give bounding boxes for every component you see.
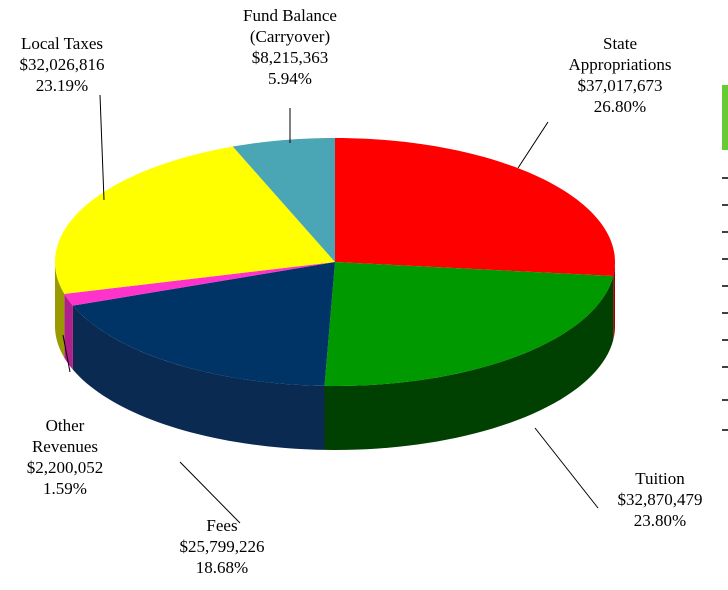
leader-line [99, 94, 105, 201]
slice-percent: 18.68% [195, 558, 249, 577]
leader-line [179, 461, 241, 524]
pie-slice [232, 138, 335, 262]
slice-percent: 23.80% [633, 511, 687, 530]
cropped-legend-dashes [722, 177, 728, 431]
slice-name: Tuition [635, 469, 685, 488]
slice-percent: 26.80% [593, 97, 647, 116]
slice-amount: $32,870,479 [617, 490, 703, 509]
pie-side [613, 262, 615, 340]
slice-label: Fees $25,799,226 18.68% [132, 515, 312, 578]
pie-side [64, 293, 73, 370]
slice-name: Fees [206, 516, 238, 535]
slice-amount: $32,026,816 [19, 55, 105, 74]
slice-label: Local Taxes $32,026,816 23.19% [0, 33, 152, 96]
slice-percent: 1.59% [43, 479, 87, 498]
pie-slice [55, 146, 336, 294]
slice-label: State Appropriations $37,017,673 26.80% [530, 33, 710, 117]
slice-label: Other Revenues $2,200,052 1.59% [0, 415, 155, 499]
slice-percent: 5.94% [268, 69, 312, 88]
slice-name: Fund Balance (Carryover) [243, 6, 337, 46]
pie-slice [64, 262, 335, 306]
leader-line [62, 334, 71, 373]
pie-slice [335, 138, 615, 276]
slice-name: Other Revenues [31, 416, 99, 456]
cropped-legend-swatch [722, 85, 728, 150]
pie-side [324, 275, 614, 450]
pie-slice [324, 262, 614, 386]
slice-amount: $8,215,363 [251, 48, 329, 67]
slice-amount: $25,799,226 [179, 537, 265, 556]
slice-percent: 23.19% [35, 76, 89, 95]
slice-label: Fund Balance (Carryover) $8,215,363 5.94% [200, 5, 380, 89]
slice-amount: $37,017,673 [577, 76, 663, 95]
leader-line [517, 121, 549, 169]
slice-name: Local Taxes [20, 34, 104, 53]
pie-slice [72, 262, 336, 386]
slice-amount: $2,200,052 [26, 458, 104, 477]
pie-side [55, 262, 65, 358]
leader-line [534, 427, 599, 509]
leader-lines [62, 94, 599, 524]
slice-name: State Appropriations [568, 34, 672, 74]
slice-label: Tuition $32,870,479 23.80% [570, 468, 728, 531]
pie-side [72, 305, 325, 450]
